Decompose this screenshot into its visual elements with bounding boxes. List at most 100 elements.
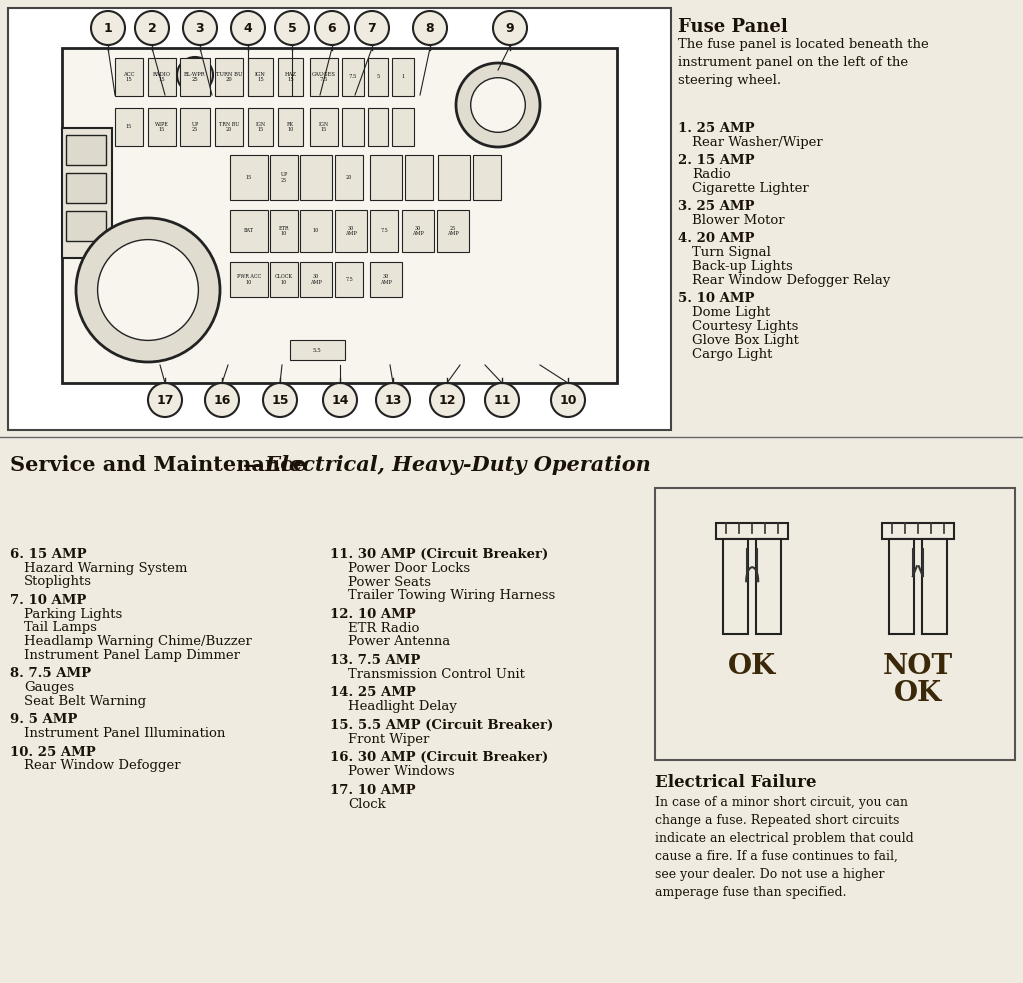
Text: Power Door Locks: Power Door Locks bbox=[348, 562, 471, 575]
Circle shape bbox=[315, 11, 349, 45]
Text: Fuse Panel: Fuse Panel bbox=[678, 18, 788, 36]
Bar bbox=[335, 210, 367, 252]
Text: IGN
15: IGN 15 bbox=[255, 72, 266, 83]
Circle shape bbox=[135, 11, 169, 45]
Text: Trailer Towing Wiring Harness: Trailer Towing Wiring Harness bbox=[348, 589, 555, 602]
Text: 7.5: 7.5 bbox=[381, 228, 388, 234]
Text: UP
25: UP 25 bbox=[191, 122, 198, 133]
Text: 4. 20 AMP: 4. 20 AMP bbox=[678, 232, 755, 245]
Text: CLOCK
10: CLOCK 10 bbox=[275, 274, 293, 285]
Text: 12. 10 AMP: 12. 10 AMP bbox=[330, 607, 415, 620]
Text: Blower Motor: Blower Motor bbox=[692, 214, 785, 227]
Bar bbox=[230, 155, 268, 200]
Bar bbox=[335, 262, 363, 297]
Text: 2. 15 AMP: 2. 15 AMP bbox=[678, 154, 755, 167]
Text: Radio: Radio bbox=[692, 168, 730, 181]
Text: 1: 1 bbox=[401, 75, 405, 80]
Bar bbox=[278, 58, 303, 96]
Bar bbox=[392, 58, 414, 96]
Bar bbox=[370, 155, 402, 200]
Text: Rear Washer/Wiper: Rear Washer/Wiper bbox=[692, 136, 822, 149]
Text: 7.5: 7.5 bbox=[349, 75, 357, 80]
Text: 7: 7 bbox=[367, 22, 376, 34]
Circle shape bbox=[551, 383, 585, 417]
Text: 3: 3 bbox=[195, 22, 205, 34]
Text: 2: 2 bbox=[147, 22, 157, 34]
Bar bbox=[148, 108, 176, 146]
Text: 13. 7.5 AMP: 13. 7.5 AMP bbox=[330, 654, 420, 666]
Circle shape bbox=[91, 11, 125, 45]
Bar bbox=[402, 210, 434, 252]
Bar bbox=[342, 108, 364, 146]
Bar bbox=[473, 155, 501, 200]
Bar bbox=[310, 58, 338, 96]
Bar bbox=[889, 539, 914, 634]
Text: IGN
15: IGN 15 bbox=[319, 122, 329, 133]
Text: The fuse panel is located beneath the
instrument panel on the left of the
steeri: The fuse panel is located beneath the in… bbox=[678, 38, 929, 87]
Text: PWR ACC
10: PWR ACC 10 bbox=[237, 274, 261, 285]
Text: Electrical Failure: Electrical Failure bbox=[655, 774, 816, 791]
Text: Turn Signal: Turn Signal bbox=[692, 246, 771, 259]
Text: TURN BU
20: TURN BU 20 bbox=[216, 72, 242, 83]
Text: WIPE
15: WIPE 15 bbox=[155, 122, 169, 133]
Bar bbox=[66, 173, 106, 203]
Bar bbox=[368, 108, 388, 146]
Text: 10: 10 bbox=[313, 228, 319, 234]
Text: 6: 6 bbox=[327, 22, 337, 34]
Bar bbox=[66, 211, 106, 241]
Bar bbox=[392, 108, 414, 146]
Bar bbox=[370, 262, 402, 297]
Text: 17. 10 AMP: 17. 10 AMP bbox=[330, 783, 415, 796]
Text: 5. 10 AMP: 5. 10 AMP bbox=[678, 292, 755, 305]
Bar bbox=[756, 539, 782, 634]
Text: Power Windows: Power Windows bbox=[348, 765, 454, 778]
Text: Rear Window Defogger: Rear Window Defogger bbox=[24, 760, 181, 773]
Text: Cargo Light: Cargo Light bbox=[692, 348, 772, 361]
Bar bbox=[230, 210, 268, 252]
Circle shape bbox=[97, 240, 198, 340]
Circle shape bbox=[148, 383, 182, 417]
Text: —: — bbox=[243, 455, 264, 475]
Circle shape bbox=[205, 383, 239, 417]
Text: 15: 15 bbox=[271, 393, 288, 407]
Bar bbox=[215, 108, 243, 146]
Circle shape bbox=[76, 218, 220, 362]
Bar bbox=[180, 108, 210, 146]
Text: 9. 5 AMP: 9. 5 AMP bbox=[10, 713, 78, 726]
Text: 1. 25 AMP: 1. 25 AMP bbox=[678, 122, 755, 135]
Text: Cigarette Lighter: Cigarette Lighter bbox=[692, 182, 809, 195]
Bar bbox=[300, 262, 332, 297]
Circle shape bbox=[485, 383, 519, 417]
Text: Front Wiper: Front Wiper bbox=[348, 732, 430, 745]
Text: 30
AMP: 30 AMP bbox=[381, 274, 392, 285]
Text: Gauges: Gauges bbox=[24, 681, 74, 694]
Bar bbox=[370, 210, 398, 252]
Text: 13: 13 bbox=[385, 393, 402, 407]
Circle shape bbox=[355, 11, 389, 45]
Text: 30
AMP: 30 AMP bbox=[345, 226, 357, 236]
Bar bbox=[300, 210, 332, 252]
Circle shape bbox=[183, 11, 217, 45]
Bar bbox=[405, 155, 433, 200]
Bar bbox=[300, 155, 332, 200]
Bar bbox=[368, 58, 388, 96]
Text: 16. 30 AMP (Circuit Breaker): 16. 30 AMP (Circuit Breaker) bbox=[330, 751, 548, 764]
Bar bbox=[335, 155, 363, 200]
Text: GAUGES
7.5: GAUGES 7.5 bbox=[312, 72, 336, 83]
Text: Clock: Clock bbox=[348, 797, 386, 811]
Bar bbox=[148, 58, 176, 96]
Text: BL-WPR
25: BL-WPR 25 bbox=[184, 72, 206, 83]
Text: 25
AMP: 25 AMP bbox=[447, 226, 459, 236]
Bar bbox=[716, 523, 788, 539]
Text: Parking Lights: Parking Lights bbox=[24, 608, 123, 621]
Text: Courtesy Lights: Courtesy Lights bbox=[692, 320, 798, 333]
Bar bbox=[180, 58, 210, 96]
Bar bbox=[437, 210, 469, 252]
Text: 20: 20 bbox=[346, 175, 352, 180]
Text: RADIO
15: RADIO 15 bbox=[152, 72, 171, 83]
Circle shape bbox=[275, 11, 309, 45]
Text: 14. 25 AMP: 14. 25 AMP bbox=[330, 686, 416, 699]
Text: Instrument Panel Illumination: Instrument Panel Illumination bbox=[24, 727, 225, 740]
Text: IGN
15: IGN 15 bbox=[256, 122, 266, 133]
Text: Transmission Control Unit: Transmission Control Unit bbox=[348, 667, 525, 680]
